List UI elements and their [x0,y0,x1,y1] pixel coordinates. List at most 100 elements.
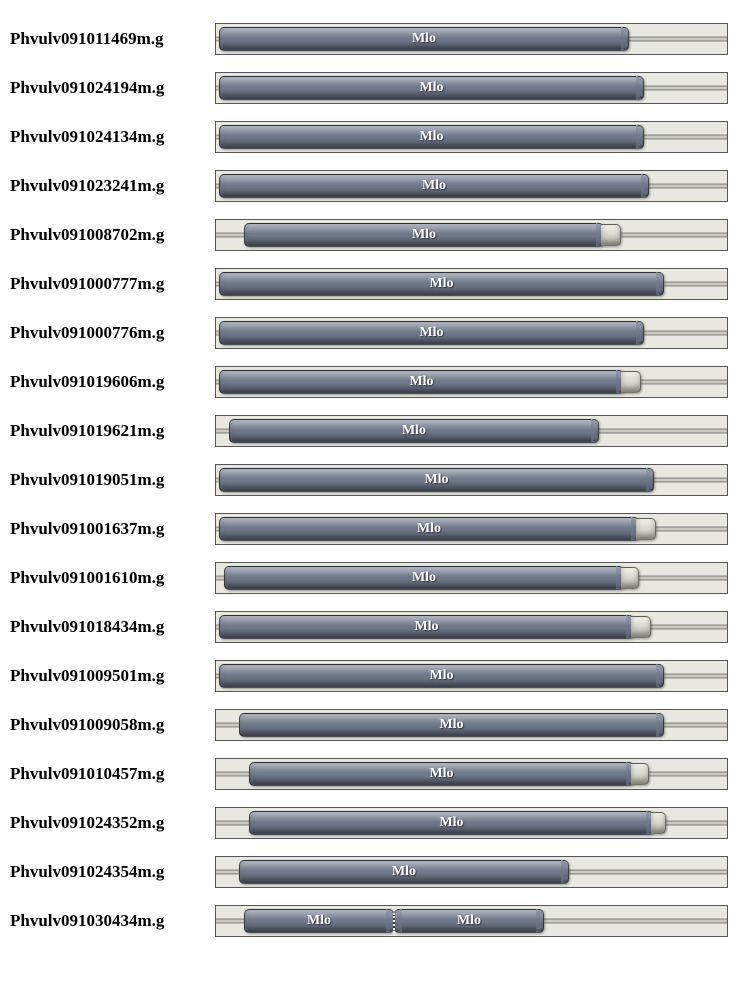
mlo-domain: Mlo [219,370,624,394]
domain-diagram: Phvulv091011469m.gMloPhvulv091024194m.gM… [10,20,728,940]
gene-label: Phvulv091019051m.g [10,471,215,490]
domain-wrap: Mlo [249,811,666,835]
track: Mlo [215,611,728,643]
track: MloMlo [215,905,728,937]
mlo-domain: Mlo [219,615,634,639]
gene-label: Phvulv091009501m.g [10,667,215,686]
domain-wrap: Mlo [249,762,649,786]
gene-row: Phvulv091024354m.g Mlo [10,853,728,891]
track: Mlo [215,709,728,741]
domain-wrap: Mlo [239,860,569,884]
gene-row: Phvulv091024352m.g Mlo [10,804,728,842]
domain-wrap: Mlo [219,321,644,345]
domain-wrap: Mlo [224,566,639,590]
domain-wrap: Mlo [229,419,599,443]
domain-wrap: Mlo [219,517,656,541]
mlo-domain: Mlo [239,860,569,884]
mlo-domain: Mlo [219,517,639,541]
gene-row: Phvulv091001610m.g Mlo [10,559,728,597]
track: Mlo [215,807,728,839]
track: Mlo [215,170,728,202]
gene-row: Phvulv091024194m.gMlo [10,69,728,107]
mlo-domain: Mlo [249,762,634,786]
gene-row: Phvulv091024134m.gMlo [10,118,728,156]
track: Mlo [215,464,728,496]
gene-label: Phvulv091001637m.g [10,520,215,539]
mlo-domain: Mlo [219,174,649,198]
domain-wrap: Mlo [219,125,644,149]
domain-tail-light [651,812,666,834]
mlo-domain: Mlo [224,566,624,590]
track: Mlo [215,219,728,251]
domain-wrap: Mlo [239,713,664,737]
domain-tail-light [601,224,621,246]
track: Mlo [215,268,728,300]
domain-wrap: Mlo [219,27,629,51]
gene-label: Phvulv091019606m.g [10,373,215,392]
gene-label: Phvulv091018434m.g [10,618,215,637]
mlo-domain: Mlo [219,468,654,492]
gene-row: Phvulv091023241m.gMlo [10,167,728,205]
track: Mlo [215,366,728,398]
domain-tail-light [636,518,656,540]
gene-label: Phvulv091010457m.g [10,765,215,784]
track: Mlo [215,415,728,447]
track: Mlo [215,23,728,55]
domain-tail-light [631,616,651,638]
gene-row: Phvulv091008702m.g Mlo [10,216,728,254]
gene-row: Phvulv091011469m.gMlo [10,20,728,58]
mlo-domain: Mlo [249,811,654,835]
gene-row: Phvulv091019621m.g Mlo [10,412,728,450]
gene-label: Phvulv091001610m.g [10,569,215,588]
mlo-domain: Mlo [219,664,664,688]
mlo-domain: Mlo [219,125,644,149]
domain-wrap: Mlo [219,370,641,394]
domain-join-dashed [393,913,395,933]
gene-label: Phvulv091000776m.g [10,324,215,343]
gene-label: Phvulv091023241m.g [10,177,215,196]
gene-row: Phvulv091019606m.gMlo [10,363,728,401]
gene-row: Phvulv091019051m.gMlo [10,461,728,499]
gene-label: Phvulv091019621m.g [10,422,215,441]
gene-label: Phvulv091024134m.g [10,128,215,147]
gene-row: Phvulv091000777m.gMlo [10,265,728,303]
domain-tail-light [631,763,649,785]
gene-label: Phvulv091000777m.g [10,275,215,294]
gene-row: Phvulv091018434m.gMlo [10,608,728,646]
track: Mlo [215,513,728,545]
track: Mlo [215,660,728,692]
gene-label: Phvulv091024354m.g [10,863,215,882]
domain-wrap: Mlo [219,272,664,296]
mlo-domain: Mlo [219,272,664,296]
gene-label: Phvulv091024352m.g [10,814,215,833]
gene-label: Phvulv091008702m.g [10,226,215,245]
mlo-domain: Mlo [219,321,644,345]
gene-label: Phvulv091011469m.g [10,30,215,49]
gene-row: Phvulv091030434m.gMloMlo [10,902,728,940]
track: Mlo [215,72,728,104]
mlo-domain: Mlo [244,223,604,247]
gene-label: Phvulv091024194m.g [10,79,215,98]
track: Mlo [215,856,728,888]
domain-tail-light [621,567,639,589]
domain-wrap: Mlo [219,174,649,198]
mlo-domain: Mlo [239,713,664,737]
gene-row: Phvulv091010457m.g Mlo [10,755,728,793]
mlo-domain: Mlo [219,27,629,51]
domain-wrap: Mlo [244,223,621,247]
domain-wrap: Mlo [219,664,664,688]
domain-wrap: Mlo [219,76,644,100]
track: Mlo [215,758,728,790]
mlo-domain: Mlo [244,909,394,933]
gene-label: Phvulv091030434m.g [10,912,215,931]
gene-label: Phvulv091009058m.g [10,716,215,735]
gene-row: Phvulv091009058m.g Mlo [10,706,728,744]
domain-wrap: Mlo [219,468,654,492]
track: Mlo [215,121,728,153]
mlo-domain: Mlo [394,909,544,933]
gene-row: Phvulv091001637m.gMlo [10,510,728,548]
domain-tail-light [621,371,641,393]
gene-row: Phvulv091000776m.gMlo [10,314,728,352]
track: Mlo [215,562,728,594]
domain-wrap: Mlo [219,615,651,639]
